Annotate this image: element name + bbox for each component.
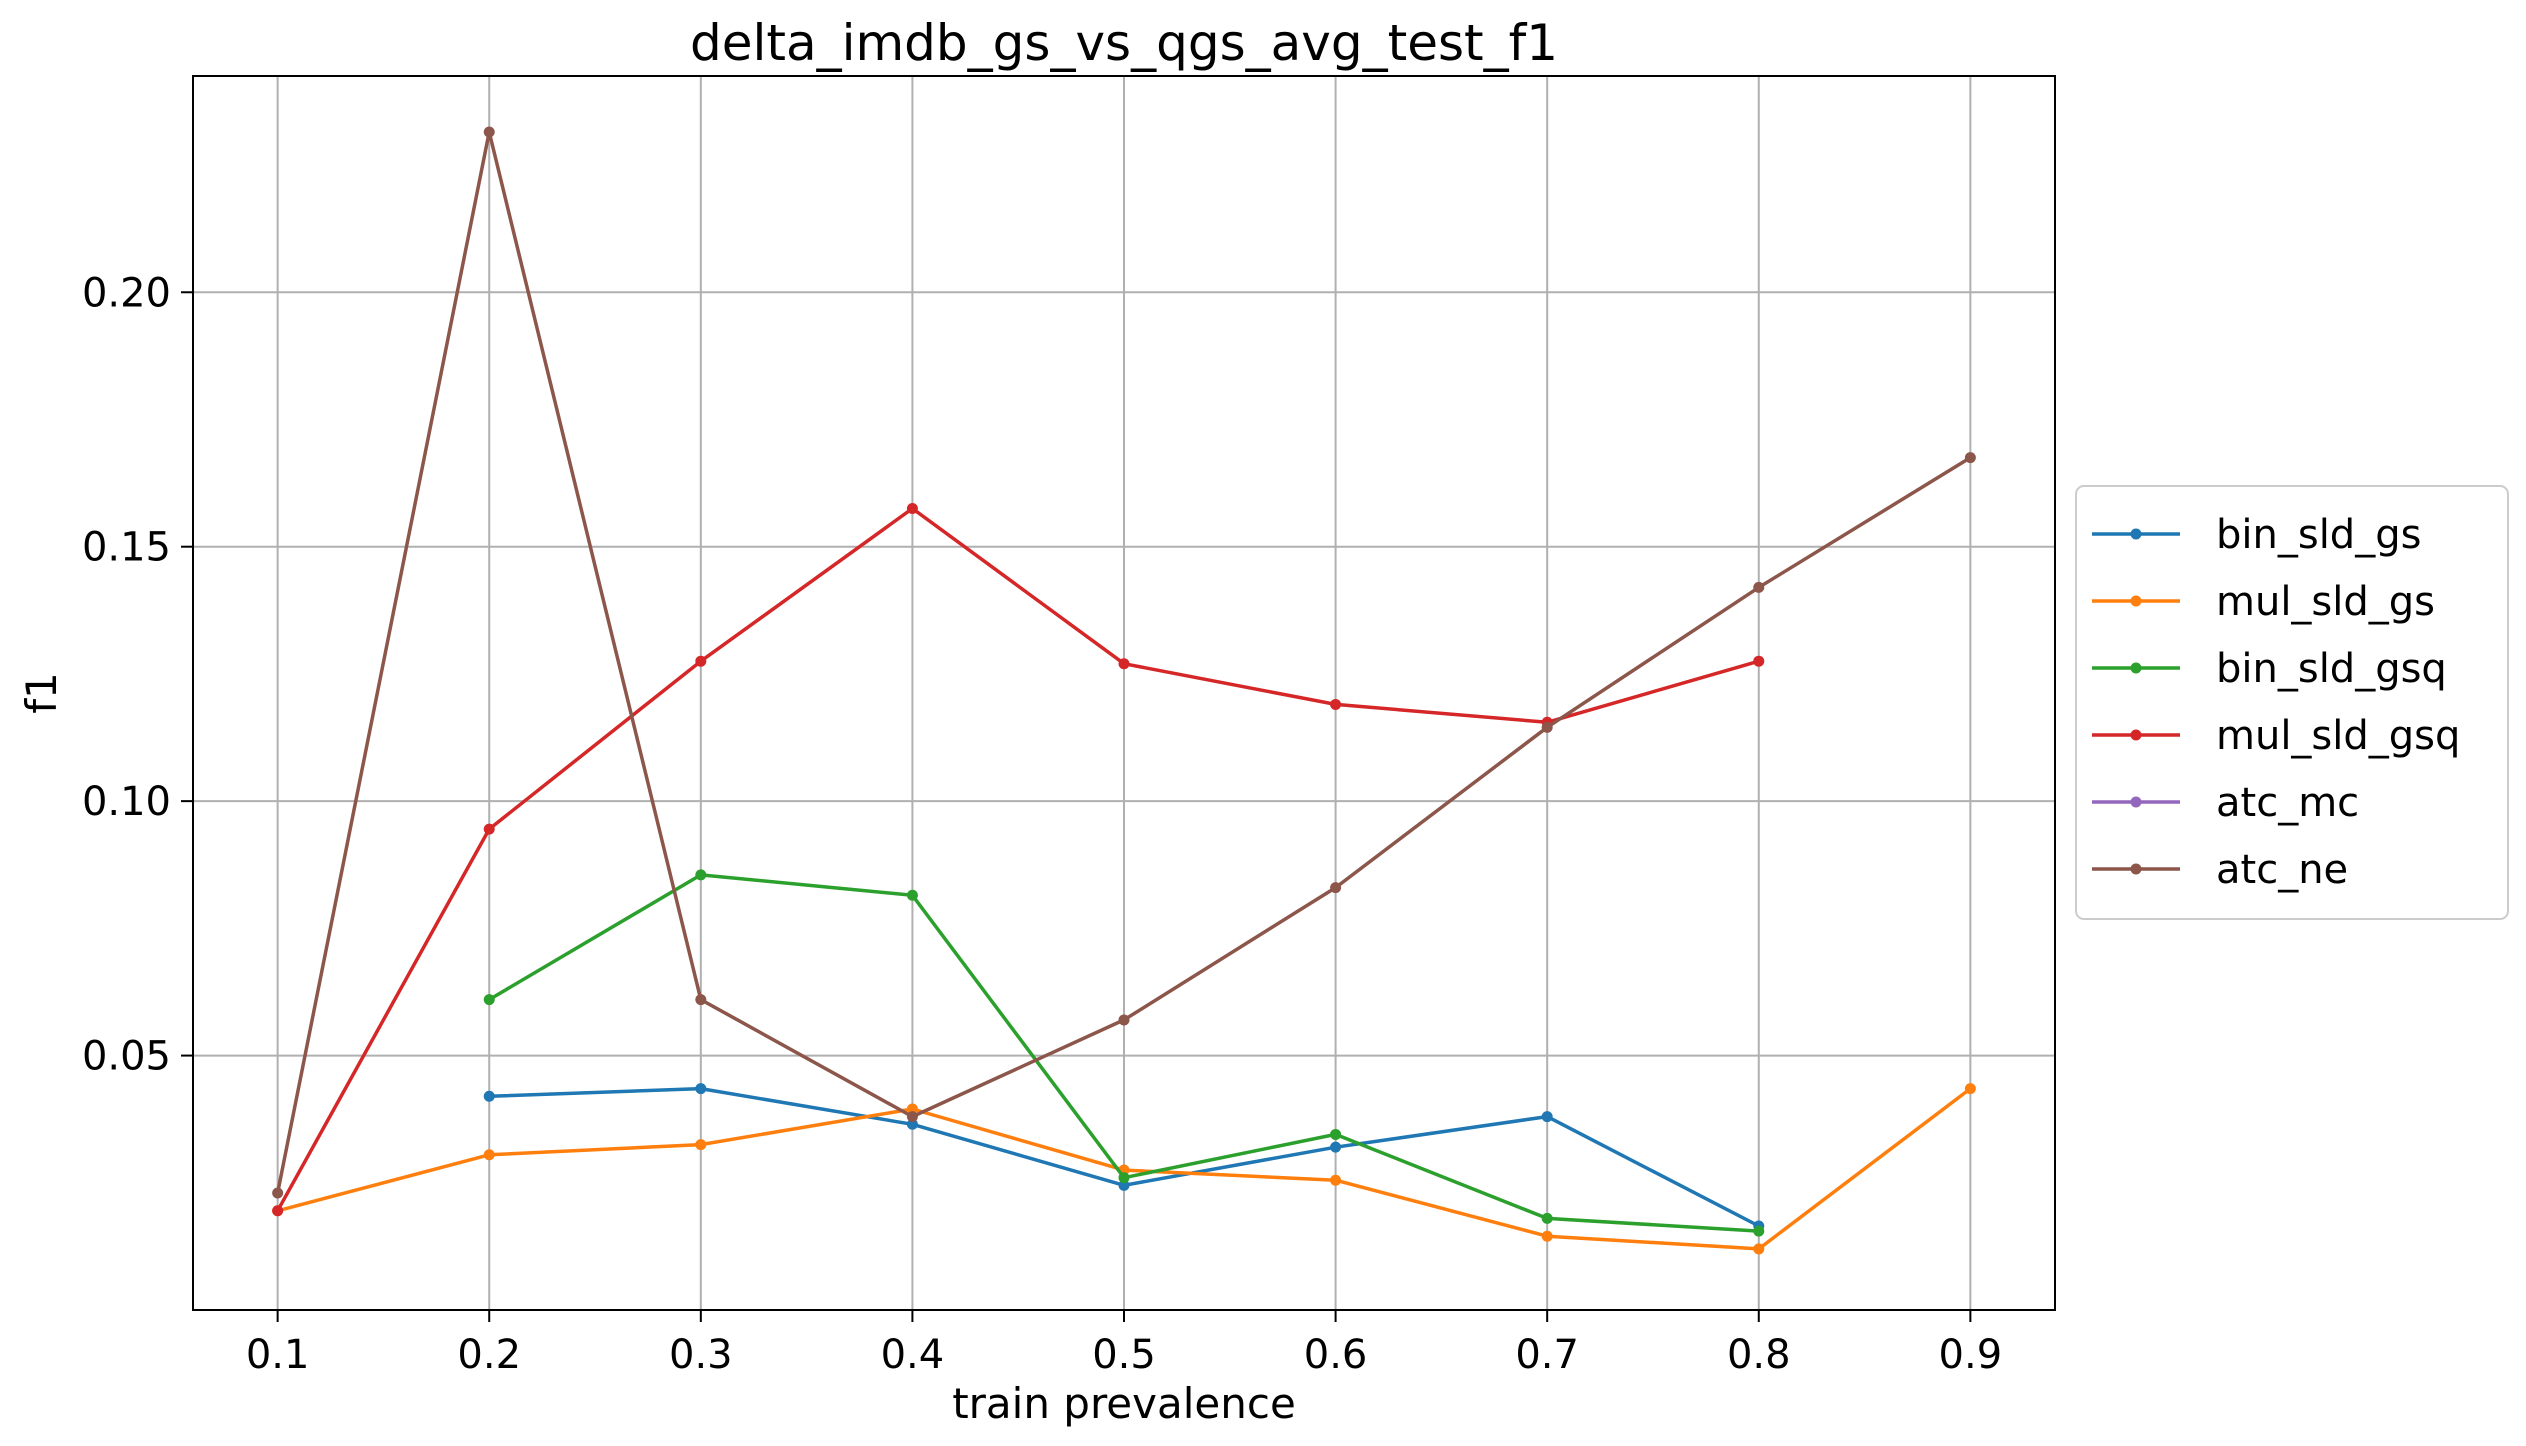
x-tick-label: 0.8: [1727, 1332, 1791, 1378]
x-tick-label: 0.2: [457, 1332, 521, 1378]
data-point: [272, 1187, 284, 1199]
data-point: [906, 1103, 918, 1115]
x-tick-label: 0.1: [246, 1332, 310, 1378]
grid-lines: [193, 76, 2055, 1310]
axes: 0.1 0.2 0.3 0.4 0.5 0.6 0.7 0.8 0.9 0.05 0.10 0.15 0…: [82, 270, 2002, 1378]
x-tick-label: 0.4: [881, 1332, 945, 1378]
y-tick-label: 0.20: [82, 270, 171, 316]
y-tick-label: 0.05: [82, 1034, 171, 1080]
legend-marker: [2130, 729, 2142, 741]
data-point: [483, 823, 495, 835]
legend-label: bin_sld_gs: [2216, 512, 2421, 558]
legend-item: mul_sld_gs: [2092, 579, 2435, 625]
data-point: [1330, 1174, 1342, 1186]
legend-label: atc_ne: [2216, 847, 2348, 893]
legend-item: bin_sld_gs: [2092, 512, 2421, 558]
legend-item: atc_mc: [2092, 780, 2359, 826]
data-point: [1118, 1014, 1130, 1026]
legend-item: bin_sld_gsq: [2092, 646, 2447, 692]
series-bin_sld_gs: [483, 1083, 1765, 1232]
legend-marker: [2130, 595, 2142, 607]
legend-box: [2075, 485, 2509, 920]
data-point: [1964, 452, 1976, 464]
series-line: [275, 506, 1761, 1213]
series-mul_sld_gsq: [272, 503, 1765, 1217]
data-point: [483, 1149, 495, 1161]
x-tick-label: 0.6: [1304, 1332, 1368, 1378]
data-point: [483, 1090, 495, 1102]
legend-marker: [2130, 528, 2142, 540]
data-point: [695, 1083, 707, 1095]
legend-marker: [2130, 863, 2142, 875]
data-point: [695, 869, 707, 881]
x-tick-label: 0.3: [669, 1332, 733, 1378]
data-point: [272, 1205, 284, 1217]
series-lines: [272, 126, 1976, 1255]
data-point: [1330, 1128, 1342, 1140]
data-point: [1541, 1230, 1553, 1242]
series-atc_ne: [272, 126, 1976, 1199]
legend-marker: [2130, 662, 2142, 674]
data-point: [695, 655, 707, 667]
data-point: [1541, 1212, 1553, 1224]
data-point: [906, 1111, 918, 1123]
data-point: [695, 994, 707, 1006]
data-point: [1753, 1243, 1765, 1255]
x-tick-label: 0.9: [1939, 1332, 2003, 1378]
data-point: [1541, 1111, 1553, 1123]
legend: bin_sld_gs mul_sld_gs bin_sld_gsq mul_sld_g…: [2075, 485, 2509, 920]
data-point: [1330, 1141, 1342, 1153]
chart-title: delta_imdb_gs_vs_qgs_avg_test_f1: [690, 14, 1558, 72]
data-point: [483, 126, 495, 138]
legend-label: mul_sld_gsq: [2216, 713, 2460, 759]
legend-marker: [2130, 796, 2142, 808]
y-axis-title: f1: [17, 672, 66, 714]
x-tick-label: 0.7: [1515, 1332, 1579, 1378]
data-point: [1330, 698, 1342, 710]
y-tick-label: 0.10: [82, 779, 171, 825]
data-point: [1118, 658, 1130, 670]
legend-label: mul_sld_gs: [2216, 579, 2435, 625]
legend-label: atc_mc: [2216, 780, 2359, 826]
data-point: [1753, 1225, 1765, 1237]
x-axis-title: train prevalence: [952, 1379, 1296, 1428]
data-point: [1118, 1179, 1130, 1191]
data-point: [906, 889, 918, 901]
data-point: [1964, 1083, 1976, 1095]
data-point: [483, 994, 495, 1006]
legend-item: mul_sld_gsq: [2092, 713, 2460, 759]
legend-item: atc_ne: [2092, 847, 2348, 893]
data-point: [1118, 1172, 1130, 1184]
data-point: [906, 503, 918, 515]
data-point: [1753, 581, 1765, 593]
series-bin_sld_gsq: [483, 869, 1765, 1237]
data-point: [906, 1118, 918, 1130]
x-tick-label: 0.5: [1092, 1332, 1156, 1378]
data-point: [1541, 721, 1553, 733]
data-point: [1753, 655, 1765, 667]
data-point: [1330, 882, 1342, 894]
data-point: [695, 1139, 707, 1151]
y-tick-label: 0.15: [82, 525, 171, 571]
legend-label: bin_sld_gsq: [2216, 646, 2447, 692]
